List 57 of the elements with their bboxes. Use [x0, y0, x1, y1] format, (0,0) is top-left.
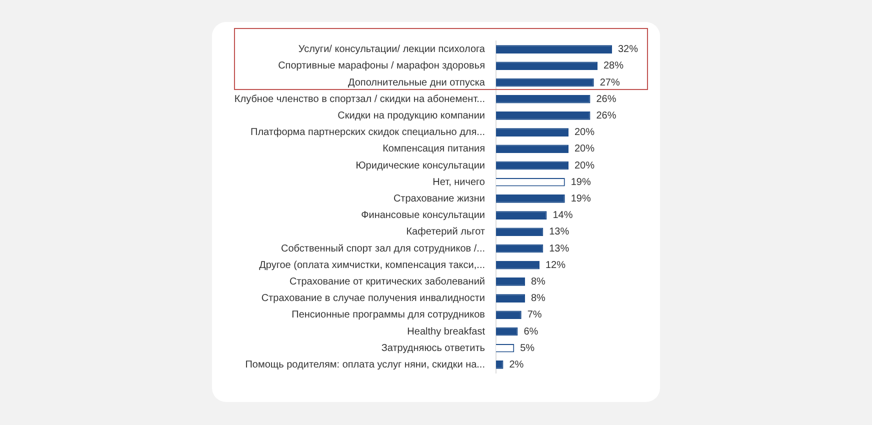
bar — [496, 94, 590, 104]
y-tick-label: Услуги/ консультации/ лекции психолога — [298, 44, 486, 56]
y-tick-label: Компенсация питания — [382, 144, 485, 155]
bar — [496, 244, 544, 253]
bar — [496, 45, 612, 54]
data-label: 2% — [509, 359, 524, 370]
y-tick-label: Скидки на продукцию компании — [338, 110, 485, 122]
data-label: 20% — [574, 144, 595, 155]
data-label: 28% — [604, 60, 624, 72]
bar — [496, 112, 590, 120]
data-label: 8% — [531, 276, 546, 288]
bar — [496, 78, 594, 87]
y-tick-label: Затрудняюсь ответить — [381, 342, 485, 354]
y-tick-label: Страхование жизни — [393, 193, 485, 204]
bar — [496, 144, 568, 154]
y-tick-label: Спортивные марафоны / марафон здоровья — [278, 60, 485, 72]
y-tick-label: Финансовые консультации — [361, 210, 485, 222]
bar — [496, 278, 525, 286]
bar — [496, 128, 568, 136]
data-label: 19% — [570, 193, 591, 204]
data-label: 12% — [546, 260, 566, 271]
bar — [496, 327, 518, 336]
data-label: 20% — [574, 160, 595, 172]
data-label: 7% — [527, 310, 542, 321]
data-label: 26% — [596, 94, 616, 105]
y-tick-label: Healthy breakfast — [407, 326, 486, 338]
y-tick-label: Страхование от критических заболеваний — [289, 276, 485, 288]
y-tick-label: Пенсионные программы для сотрудников — [292, 310, 485, 321]
data-label: 5% — [520, 342, 535, 354]
data-label: 19% — [570, 176, 591, 188]
y-tick-label: Клубное членство в спортзал / скидки на абонемент... — [234, 94, 485, 105]
bar — [496, 194, 565, 203]
bar — [496, 62, 598, 70]
bar — [496, 228, 544, 236]
bar — [496, 161, 568, 170]
bar — [496, 294, 525, 302]
y-tick-label: Другое (оплата химчистки, компенсация такси,... — [259, 260, 485, 271]
data-label: 13% — [549, 226, 570, 238]
bar — [496, 211, 547, 220]
data-label: 26% — [596, 110, 616, 122]
data-label: 20% — [574, 127, 595, 138]
y-tick-label: Дополнительные дни отпуска — [348, 77, 486, 88]
bar — [496, 260, 540, 270]
data-label: 32% — [618, 44, 638, 56]
y-tick-label: Нет, ничего — [432, 176, 486, 188]
bar — [496, 310, 522, 320]
data-label: 8% — [531, 293, 546, 304]
data-label: 14% — [552, 210, 573, 222]
y-tick-label: Помощь родителям: оплата услуг няни, скидки на... — [245, 359, 485, 370]
y-tick-label: Платформа партнерских скидок специально для... — [250, 127, 485, 138]
data-label: 6% — [524, 326, 538, 338]
y-tick-label: Кафетерий льгот — [406, 226, 486, 238]
data-label: 13% — [549, 243, 570, 254]
y-tick-label: Юридические консультации — [356, 160, 485, 172]
y-tick-label: Собственный спорт зал для сотрудников /... — [281, 243, 485, 254]
y-tick-label: Страхование в случае получения инвалидности — [261, 293, 485, 304]
data-label: 27% — [600, 77, 620, 88]
